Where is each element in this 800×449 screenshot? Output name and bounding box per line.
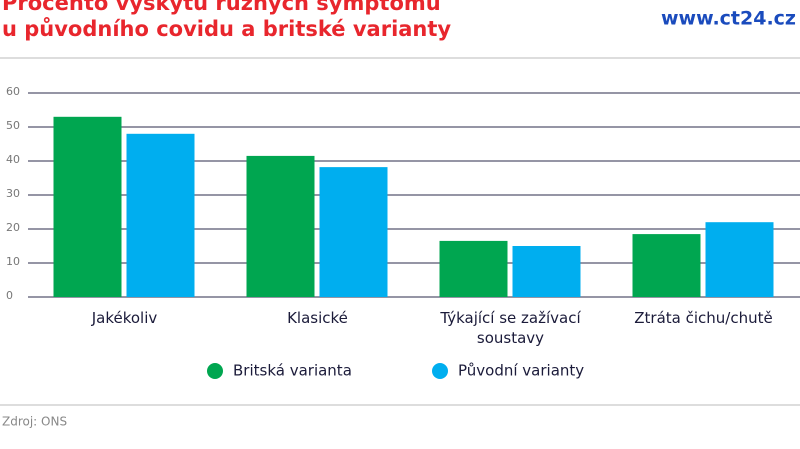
y-tick-label: 30 xyxy=(6,187,20,200)
bar xyxy=(319,167,388,297)
y-tick-label: 40 xyxy=(6,153,20,166)
legend-swatch xyxy=(432,363,448,379)
bar xyxy=(126,133,195,297)
bar xyxy=(632,234,701,297)
chart-title: u původního covidu a britské varianty xyxy=(2,17,451,41)
legend-label: Původní varianty xyxy=(458,362,584,380)
site-name: www.ct24.cz xyxy=(661,8,796,30)
chart-title: Procento výskytu různých symptomů xyxy=(2,0,441,15)
bar xyxy=(512,246,581,297)
y-tick-label: 20 xyxy=(6,221,20,234)
bar xyxy=(705,222,774,297)
x-tick-label: Týkající se zažívací soustavy xyxy=(440,309,581,347)
legend-swatch xyxy=(207,363,223,379)
x-tick-label: Klasické xyxy=(287,309,348,327)
y-tick-label: 60 xyxy=(6,85,20,98)
bar xyxy=(246,155,315,297)
x-tick-label: Jakékoliv xyxy=(91,309,158,327)
source: Zdroj: ONS xyxy=(2,415,67,429)
legend-label: Britská varianta xyxy=(233,362,352,380)
y-tick-label: 0 xyxy=(6,289,13,302)
bar xyxy=(439,240,508,297)
y-tick-label: 50 xyxy=(6,119,20,132)
y-tick-label: 10 xyxy=(6,255,20,268)
x-tick-label: Ztráta čichu/chutě xyxy=(634,309,773,327)
bar xyxy=(53,116,122,297)
